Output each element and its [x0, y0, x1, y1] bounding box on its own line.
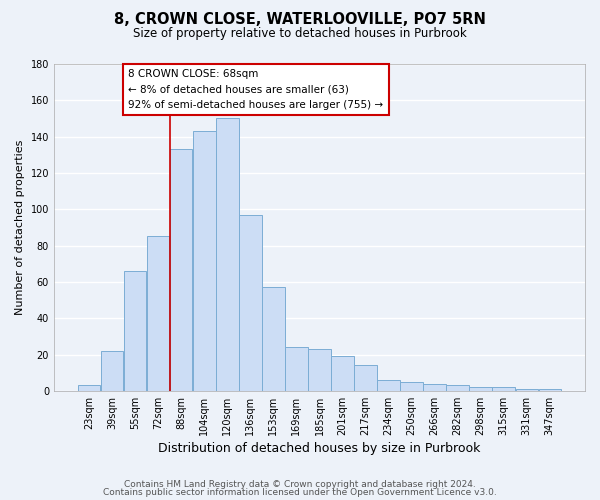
Bar	[331, 356, 353, 391]
Bar	[377, 380, 400, 391]
Text: Contains HM Land Registry data © Crown copyright and database right 2024.: Contains HM Land Registry data © Crown c…	[124, 480, 476, 489]
Bar	[147, 236, 169, 391]
Bar	[493, 387, 515, 391]
Bar	[170, 150, 193, 391]
Bar	[124, 271, 146, 391]
Bar	[216, 118, 239, 391]
Bar	[193, 131, 215, 391]
Bar	[262, 288, 284, 391]
Bar	[400, 382, 423, 391]
Bar	[285, 347, 308, 391]
Bar	[355, 366, 377, 391]
Bar	[539, 389, 561, 391]
Y-axis label: Number of detached properties: Number of detached properties	[15, 140, 25, 315]
Text: Size of property relative to detached houses in Purbrook: Size of property relative to detached ho…	[133, 28, 467, 40]
Bar	[101, 351, 124, 391]
Bar	[239, 214, 262, 391]
X-axis label: Distribution of detached houses by size in Purbrook: Distribution of detached houses by size …	[158, 442, 481, 455]
Text: 8, CROWN CLOSE, WATERLOOVILLE, PO7 5RN: 8, CROWN CLOSE, WATERLOOVILLE, PO7 5RN	[114, 12, 486, 28]
Bar	[446, 386, 469, 391]
Text: Contains public sector information licensed under the Open Government Licence v3: Contains public sector information licen…	[103, 488, 497, 497]
Bar	[78, 386, 100, 391]
Bar	[469, 387, 492, 391]
Text: 8 CROWN CLOSE: 68sqm
← 8% of detached houses are smaller (63)
92% of semi-detach: 8 CROWN CLOSE: 68sqm ← 8% of detached ho…	[128, 69, 383, 110]
Bar	[424, 384, 446, 391]
Bar	[308, 349, 331, 391]
Bar	[515, 389, 538, 391]
